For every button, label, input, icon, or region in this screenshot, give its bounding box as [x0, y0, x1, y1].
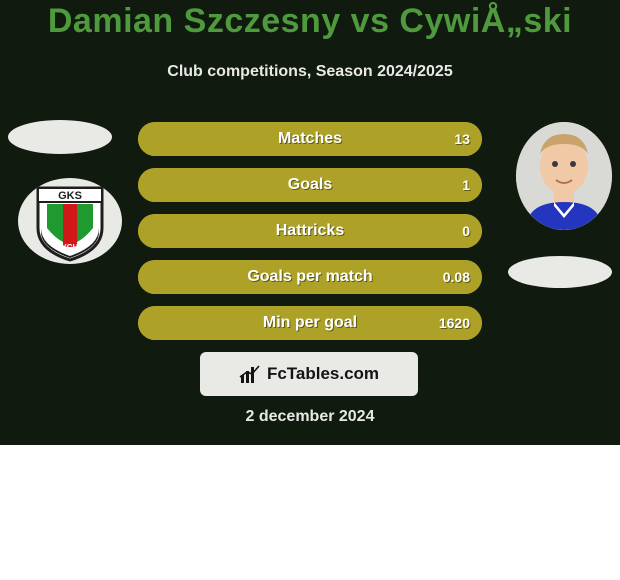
stat-row: Min per goal1620: [138, 306, 482, 340]
stat-value-right: 1: [462, 168, 470, 202]
stat-label: Goals: [138, 168, 482, 202]
stat-row: Goals per match0.08: [138, 260, 482, 294]
date-text: 2 december 2024: [0, 408, 620, 426]
stat-row: Matches13: [138, 122, 482, 156]
comparison-card: Damian Szczesny vs CywiÅ„ski Club compet…: [0, 0, 620, 445]
stat-label: Min per goal: [138, 306, 482, 340]
stat-value-right: 13: [454, 122, 470, 156]
right-club-badge: [508, 256, 612, 288]
left-club-badge: GKS TYCHY: [18, 178, 122, 264]
page-title: Damian Szczesny vs CywiÅ„ski: [0, 2, 620, 41]
stat-bars: Matches13 Goals1 Hattricks0 Goals per match…: [138, 122, 482, 352]
subtitle: Club competitions, Season 2024/2025: [0, 63, 620, 81]
stat-value-right: 0.08: [443, 260, 470, 294]
barchart-icon: [239, 363, 261, 385]
stat-value-right: 0: [462, 214, 470, 248]
stat-label: Goals per match: [138, 260, 482, 294]
stat-label: Hattricks: [138, 214, 482, 248]
shield-icon: GKS TYCHY: [33, 180, 107, 262]
stat-value-right: 1620: [439, 306, 470, 340]
stat-row: Goals1: [138, 168, 482, 202]
stat-label: Matches: [138, 122, 482, 156]
brand-badge: FcTables.com: [200, 352, 418, 396]
stat-row: Hattricks0: [138, 214, 482, 248]
badge-bottom-text: TYCHY: [56, 243, 84, 252]
badge-top-text: GKS: [58, 190, 82, 202]
right-player-photo: [516, 122, 612, 230]
brand-text: FcTables.com: [267, 364, 379, 384]
left-player-photo: [8, 120, 112, 154]
avatar-icon: [516, 122, 612, 230]
